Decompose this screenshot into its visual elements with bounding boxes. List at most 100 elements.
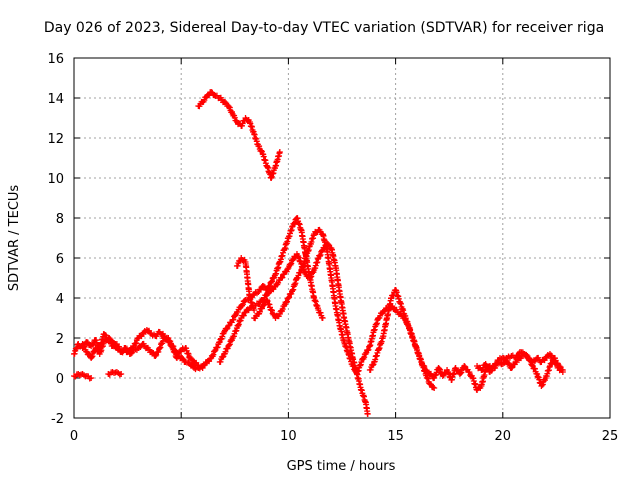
data-point [559,369,566,375]
data-point [217,358,224,365]
y-axis-ticks: -2 0 2 4 6 8 10 12 14 16 [47,52,610,427]
data-point [239,301,246,308]
data-point [226,104,233,111]
data-point [423,367,430,374]
data-point [268,307,275,314]
data-point [539,381,546,388]
data-point [513,359,520,366]
data-point [106,335,113,342]
plot-frame [73,57,611,419]
data-point [380,308,387,315]
data-point [111,340,118,347]
data-point [458,369,465,376]
data-point [431,385,438,391]
data-point [289,257,296,263]
data-point [81,343,88,350]
data-point [230,316,237,323]
data-point [265,290,272,297]
data-point [288,260,295,267]
y-tick-label: 14 [47,92,64,107]
y-tick-label: 16 [47,52,64,67]
data-point [369,362,376,369]
data-point [531,365,538,372]
data-point [436,365,443,372]
y-tick-label: 12 [47,132,64,147]
data-point [492,361,499,368]
data-point [317,251,324,258]
data-point [201,97,208,104]
data-point [127,350,134,357]
data-point [317,309,324,316]
data-point [319,315,326,321]
data-points [71,89,566,417]
data-point [214,344,221,351]
data-point [461,363,468,369]
x-tick-label: 10 [280,429,297,444]
data-point [211,348,218,355]
data-point [187,355,194,362]
chart-title: Day 026 of 2023, Sidereal Day-to-day VTE… [44,20,604,36]
data-point [439,373,446,379]
data-point [256,308,263,315]
data-point [222,348,229,355]
data-point [219,354,226,361]
data-point [225,323,232,329]
data-point [283,298,290,305]
data-point [286,294,293,301]
y-tick-label: 2 [56,332,64,347]
data-point [284,266,291,273]
data-point [553,361,560,368]
data-point [240,312,247,319]
data-point [226,341,233,348]
y-tick-label: 6 [56,252,64,267]
y-tick-label: 0 [56,372,64,387]
data-point [367,366,374,373]
data-point [152,353,159,359]
grid-lines [74,58,610,418]
data-point [118,371,125,377]
data-point [466,369,473,376]
data-point [155,348,162,355]
data-point [279,306,286,313]
data-point [418,359,425,365]
y-tick-label: 8 [56,212,64,227]
data-point [179,355,186,362]
data-point [308,273,315,280]
data-point [268,278,275,285]
data-point [132,340,139,347]
x-tick-label: 15 [387,429,404,444]
x-axis-ticks: 0 5 10 15 20 25 [70,58,618,444]
data-point [365,346,372,353]
data-point [361,354,368,361]
data-point [234,262,241,269]
data-point [226,342,233,349]
data-point [199,365,206,371]
data-point [223,326,230,333]
data-point [92,345,99,351]
data-point [276,149,283,155]
data-point [210,351,217,358]
data-point [279,274,286,281]
data-point [256,143,263,150]
data-point [133,340,140,347]
x-tick-label: 0 [70,429,78,444]
data-point [364,411,371,417]
y-axis-label: SDTVAR / TECUs [7,185,22,292]
data-point [493,360,500,367]
data-point [364,347,371,354]
y-tick-label: 4 [56,292,64,307]
data-point [283,299,290,306]
data-point [88,375,95,381]
data-point [258,147,265,154]
y-tick-label: 10 [47,172,64,187]
data-point [500,355,507,362]
y-tick-label: -2 [51,412,64,427]
data-point [318,247,325,254]
data-point [287,261,294,268]
data-point [89,341,96,348]
data-point [525,355,532,361]
data-point [505,360,512,367]
x-tick-label: 25 [602,429,619,444]
